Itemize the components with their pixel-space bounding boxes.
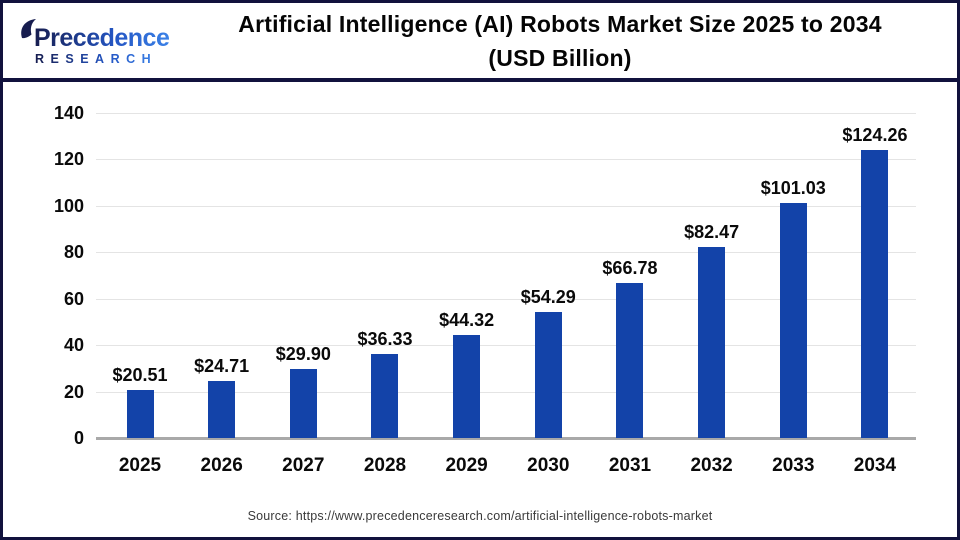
gridline-140 [96,113,916,114]
logo-subtitle: RESEARCH [35,52,157,66]
y-tick-label-80: 80 [63,242,84,263]
x-axis-line [96,437,916,440]
x-tick-label-2028: 2028 [363,455,407,476]
chart-title-line1: Artificial Intelligence (AI) Robots Mark… [238,11,882,37]
value-label-2032: $82.47 [684,221,740,242]
gridline-20 [96,391,916,393]
bar-2026 [208,380,236,438]
bar-2027 [289,368,317,438]
x-tick-label-2027: 2027 [282,455,325,476]
value-label-2033: $101.03 [760,178,826,199]
gridline-60 [96,298,916,300]
gridline-80 [96,252,916,254]
bar-2028 [371,353,399,438]
x-tick-label-2030: 2030 [527,455,570,476]
y-tick-label-20: 20 [63,381,84,402]
plot-area: $20.51 $24.71 $29.90 $36.33 $44.32 $54.29 $66.… [96,113,916,440]
x-tick-label-2031: 2031 [608,455,652,476]
logo-wordmark: Precedence [34,24,170,52]
bar-2031 [616,282,644,438]
chart-title-line2: (USD Billion) [488,45,632,71]
value-label-2026: $24.71 [194,355,250,376]
gridline-120 [96,159,916,161]
value-label-2025: $20.51 [112,365,168,386]
value-label-2031: $66.78 [602,257,658,278]
chart-title: Artificial Intelligence (AI) Robots Mark… [171,7,949,75]
header-divider [3,78,957,82]
y-tick-label-40: 40 [63,335,84,356]
y-tick-label-100: 100 [53,195,84,216]
value-label-2029: $44.32 [439,310,495,331]
x-tick-label-2026: 2026 [200,455,243,476]
x-axis-labels: 2025 2026 2027 2028 2029 2030 2031 2032 2033 2034 [96,455,916,479]
x-tick-label-2034: 2034 [853,455,897,476]
bar-2033 [779,203,807,438]
y-tick-label-0: 0 [73,428,84,448]
x-tick-label-2029: 2029 [445,455,488,476]
x-tick-label-2032: 2032 [690,455,733,476]
gridline-40 [96,345,916,347]
y-axis-labels: 0 20 40 60 80 100 120 140 [3,103,84,448]
value-label-2030: $54.29 [520,286,576,307]
bar-2030 [534,311,562,438]
bar-2032 [698,246,726,438]
x-tick-label-2033: 2033 [772,455,815,476]
x-tick-label-2025: 2025 [118,455,162,476]
y-tick-label-140: 140 [53,103,84,123]
precedence-research-logo: Precedence RESEARCH [21,19,170,66]
leaf-icon [21,19,36,39]
bar-2034 [861,149,889,438]
value-label-2028: $36.33 [357,328,413,349]
value-label-2027: $29.90 [275,343,331,364]
value-label-2034: $124.26 [842,124,908,145]
gridline-100 [96,205,916,207]
y-tick-label-60: 60 [63,288,84,309]
bar-2029 [453,335,481,438]
y-tick-label-120: 120 [53,149,84,170]
bar-2025 [126,390,154,438]
source-text: Source: https://www.precedenceresearch.c… [247,509,713,523]
